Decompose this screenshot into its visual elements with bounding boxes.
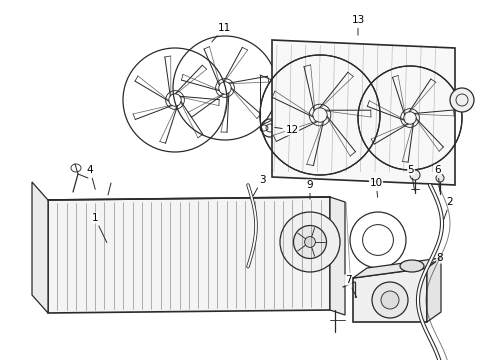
Polygon shape [48,197,330,313]
Text: 4: 4 [87,165,95,189]
Text: 5: 5 [408,165,415,190]
Polygon shape [427,258,441,322]
Polygon shape [353,268,427,322]
Circle shape [450,88,474,112]
Polygon shape [353,258,441,278]
Circle shape [410,170,420,180]
Text: 6: 6 [435,165,441,191]
Polygon shape [330,197,345,315]
Circle shape [381,291,399,309]
Text: 2: 2 [441,197,453,228]
Text: 11: 11 [212,23,231,42]
Circle shape [436,174,444,182]
Text: 1: 1 [92,213,107,243]
Text: 8: 8 [425,253,443,267]
Circle shape [372,282,408,318]
Circle shape [280,212,340,272]
Polygon shape [32,182,48,313]
Text: 3: 3 [253,175,265,195]
Circle shape [305,237,316,247]
Circle shape [294,225,326,258]
Text: 13: 13 [351,15,365,35]
Text: 9: 9 [307,180,313,199]
Polygon shape [272,40,455,185]
Text: 10: 10 [369,178,383,197]
Ellipse shape [400,260,424,272]
Text: 7: 7 [344,275,357,297]
Text: 12: 12 [275,125,298,135]
